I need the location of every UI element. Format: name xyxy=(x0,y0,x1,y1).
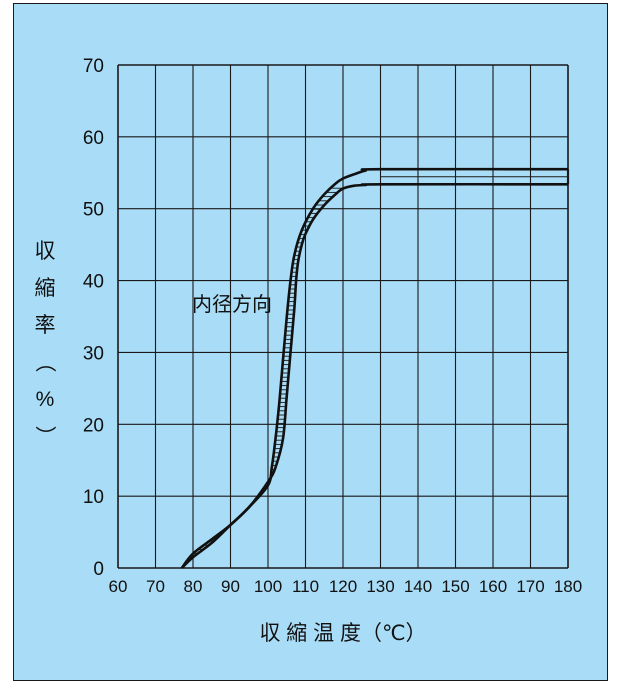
y-tick-label: 40 xyxy=(83,272,104,293)
annotation-label: 内径方向 xyxy=(192,293,272,316)
y-axis-label-char: % xyxy=(36,388,55,411)
y-tick-label: 10 xyxy=(83,487,104,508)
x-tick-label: 110 xyxy=(292,577,319,596)
x-tick-label: 150 xyxy=(441,577,469,596)
y-tick-label: 50 xyxy=(83,200,104,221)
x-axis-label: 収 縮 温 度（℃） xyxy=(259,622,426,645)
y-tick-label: 60 xyxy=(83,128,104,149)
y-axis-label-char: 収 xyxy=(35,240,56,263)
x-tick-label: 60 xyxy=(109,577,128,596)
x-tick-label: 140 xyxy=(404,577,432,596)
y-axis-label-char: 率 xyxy=(35,314,56,337)
y-axis-label-char: ） xyxy=(33,426,56,447)
y-tick-label: 70 xyxy=(83,56,104,77)
x-tick-label: 70 xyxy=(146,577,165,596)
x-tick-label: 130 xyxy=(366,577,394,596)
series-curve-2 xyxy=(180,167,569,569)
x-tick-label: 100 xyxy=(254,577,282,596)
x-tick-label: 180 xyxy=(554,577,582,596)
x-tick-label: 160 xyxy=(479,577,507,596)
y-tick-label: 30 xyxy=(83,343,104,364)
y-axis-label-char: 縮 xyxy=(35,277,56,300)
y-axis-label-char: （ xyxy=(33,352,56,373)
x-tick-label: 80 xyxy=(184,577,203,596)
y-tick-label: 0 xyxy=(93,559,104,580)
series-curve-1 xyxy=(180,182,569,569)
x-tick-label: 90 xyxy=(221,577,240,596)
x-tick-label: 170 xyxy=(516,577,544,596)
y-tick-label: 20 xyxy=(83,415,104,436)
x-tick-label: 120 xyxy=(329,577,357,596)
